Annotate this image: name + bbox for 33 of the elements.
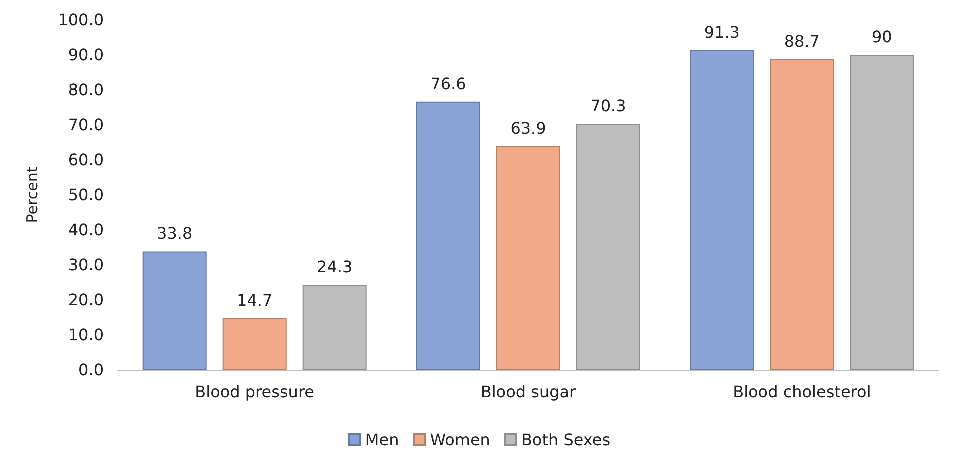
bar <box>142 252 207 370</box>
data-label: 14.7 <box>237 291 273 310</box>
data-label: 33.8 <box>157 224 193 244</box>
y-tick-label: 80.0 <box>68 80 104 100</box>
legend-label: Women <box>430 430 490 450</box>
bar <box>496 146 560 370</box>
y-tick-label: 100.0 <box>58 10 104 30</box>
y-axis-title: Percent <box>24 166 42 224</box>
y-tick-label: 70.0 <box>68 116 104 134</box>
data-label: 88.7 <box>784 32 820 52</box>
data-label: 91.3 <box>704 22 740 42</box>
y-tick-label: 60.0 <box>68 150 104 170</box>
bar <box>690 50 754 370</box>
bar <box>416 102 480 370</box>
bar <box>770 60 834 370</box>
y-tick-label: 10.0 <box>68 326 104 344</box>
data-label: 63.9 <box>510 118 546 138</box>
data-label: 70.3 <box>590 96 626 116</box>
y-tick-label: 50.0 <box>68 186 104 204</box>
x-tick-label: Blood cholesterol <box>733 382 872 402</box>
data-label: 90 <box>872 28 892 46</box>
x-tick-label: Blood sugar <box>480 382 577 402</box>
y-tick-label: 40.0 <box>68 220 104 240</box>
y-tick-label: 0.0 <box>78 360 104 380</box>
y-tick-label: 90.0 <box>68 46 104 64</box>
y-tick-label: 30.0 <box>68 256 104 274</box>
y-tick-label: 20.0 <box>68 290 104 310</box>
data-label: 76.6 <box>430 74 466 94</box>
legend-label: Both Sexes <box>521 430 611 450</box>
x-tick-label: Blood pressure <box>195 382 315 402</box>
legend-label: Men <box>365 430 400 450</box>
bar <box>222 318 287 370</box>
data-label: 24.3 <box>317 257 353 276</box>
